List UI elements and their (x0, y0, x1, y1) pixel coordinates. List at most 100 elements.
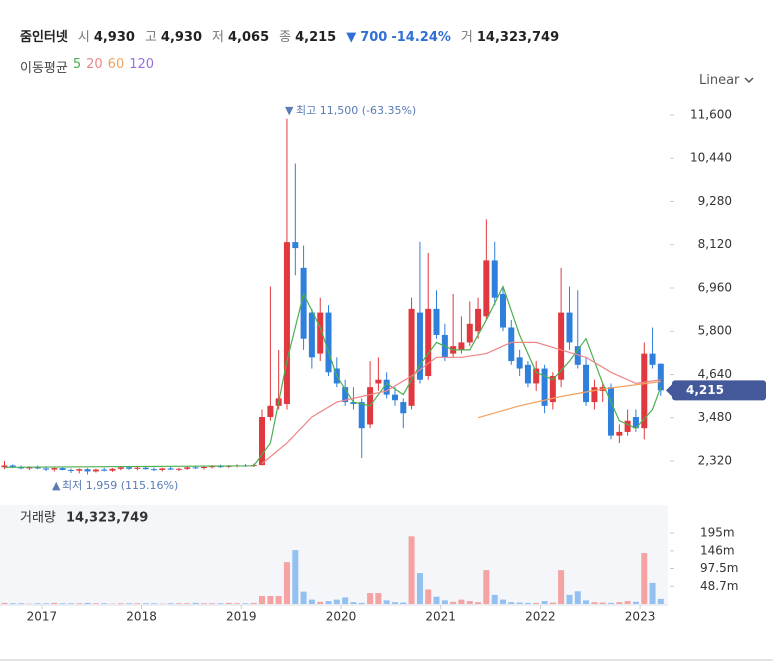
candle-body (300, 267, 307, 339)
y-tick-label: 195m (700, 526, 735, 540)
candle-body (92, 469, 99, 472)
candle-body (76, 469, 83, 471)
candle-body (591, 387, 598, 403)
volume-bar (234, 603, 241, 604)
scale-button[interactable]: Linear (699, 73, 754, 88)
candle-body (433, 308, 440, 335)
volume-bar (76, 603, 83, 604)
candle-body (641, 353, 648, 429)
volume-bar (425, 589, 432, 604)
volume-bar (43, 603, 50, 604)
candle-body (599, 387, 606, 391)
volume-bar (441, 600, 448, 604)
x-tick-label: 2018 (126, 610, 157, 624)
volume-bar (624, 601, 631, 604)
candle-body (225, 465, 232, 467)
ma-line (477, 381, 661, 419)
candle-body (117, 467, 124, 469)
y-tick-label: 146m (700, 543, 735, 557)
volume-bar (51, 602, 58, 604)
candle-body (51, 468, 58, 470)
volume-bar (34, 603, 41, 604)
volume-bar (583, 600, 590, 604)
volume-bar (433, 596, 440, 604)
y-tick-label: 3,480 (698, 410, 732, 424)
volume-bar (541, 601, 548, 604)
volume-bar (491, 594, 498, 604)
candle-body (151, 469, 158, 471)
candle-body (275, 398, 282, 406)
candle-body (632, 416, 639, 429)
volume-bar (616, 602, 623, 604)
volume-bar (325, 601, 332, 604)
volume-bar (375, 593, 382, 604)
x-tick-label: 2023 (625, 610, 656, 624)
y-tick-label: 48.7m (700, 579, 738, 593)
candle-body (392, 394, 399, 401)
x-tick-label: 2022 (525, 610, 556, 624)
change-arrow: ▼ (346, 30, 357, 45)
volume-bar (142, 603, 149, 604)
annotation: 최저 1,959 (115.16%) (62, 479, 178, 492)
candle-body (533, 368, 540, 384)
y-tick-label: 5,800 (698, 324, 732, 338)
candle-body (109, 468, 116, 471)
volume-bar (117, 603, 124, 604)
legend-entry[interactable]: 20 (86, 57, 103, 72)
ma-line (261, 341, 661, 465)
change: 700 (360, 30, 388, 45)
volume-bar (217, 603, 224, 604)
candle-body (259, 416, 266, 466)
candle-body (200, 466, 207, 469)
value: 4,930 (93, 30, 135, 45)
candle-body (209, 466, 216, 468)
volume-bar (458, 599, 465, 604)
candle-body (9, 465, 16, 468)
quote-header: 줌인터넷 시 4,930 고 4,930 저 4,065 종 4,215 ▼ 700 -1… (20, 26, 565, 45)
volume-bar (533, 602, 540, 604)
candle-body (649, 353, 656, 365)
volume-bar (275, 595, 282, 604)
candle-body (416, 312, 423, 380)
volume-bar (367, 593, 374, 604)
candle-body (26, 466, 33, 469)
volume-bar (175, 603, 182, 604)
candle-body (574, 346, 581, 365)
volume-bar (450, 601, 457, 604)
volume-bar (558, 570, 565, 604)
candle-body (167, 468, 174, 470)
candle-body (358, 402, 365, 429)
legend-entry[interactable]: 120 (129, 57, 155, 72)
volume-bar (200, 603, 207, 604)
volume-bar (184, 603, 191, 604)
x-tick-label: 2020 (326, 610, 357, 624)
volume-bar (300, 591, 307, 604)
candle-body (516, 357, 523, 369)
volume-bar (9, 603, 16, 604)
candle-body (508, 327, 515, 362)
candle-body (101, 469, 108, 471)
last-price-label: 4,215 (686, 383, 724, 397)
candle-body (408, 308, 415, 406)
volume-bar (342, 597, 349, 604)
legend-entry[interactable]: 60 (107, 57, 125, 72)
candle-body (283, 242, 290, 404)
candle-body (491, 260, 498, 298)
candle-body (142, 467, 149, 470)
candle-body (217, 466, 224, 468)
volume-bar (59, 603, 66, 604)
annotation-marker: ▼ (285, 104, 294, 117)
legend-entry[interactable]: 5 (72, 57, 82, 72)
label: 거 (460, 30, 473, 45)
volume-bar (267, 595, 274, 604)
value: 14,323,749 (476, 30, 560, 45)
candle-body (450, 346, 457, 354)
candle-body (184, 467, 191, 469)
candle-body (317, 312, 324, 354)
candle-body (375, 379, 382, 384)
volume-bar (259, 595, 266, 604)
volume-bar (632, 601, 639, 604)
volume-bar (599, 602, 606, 604)
candle-body (657, 363, 664, 391)
